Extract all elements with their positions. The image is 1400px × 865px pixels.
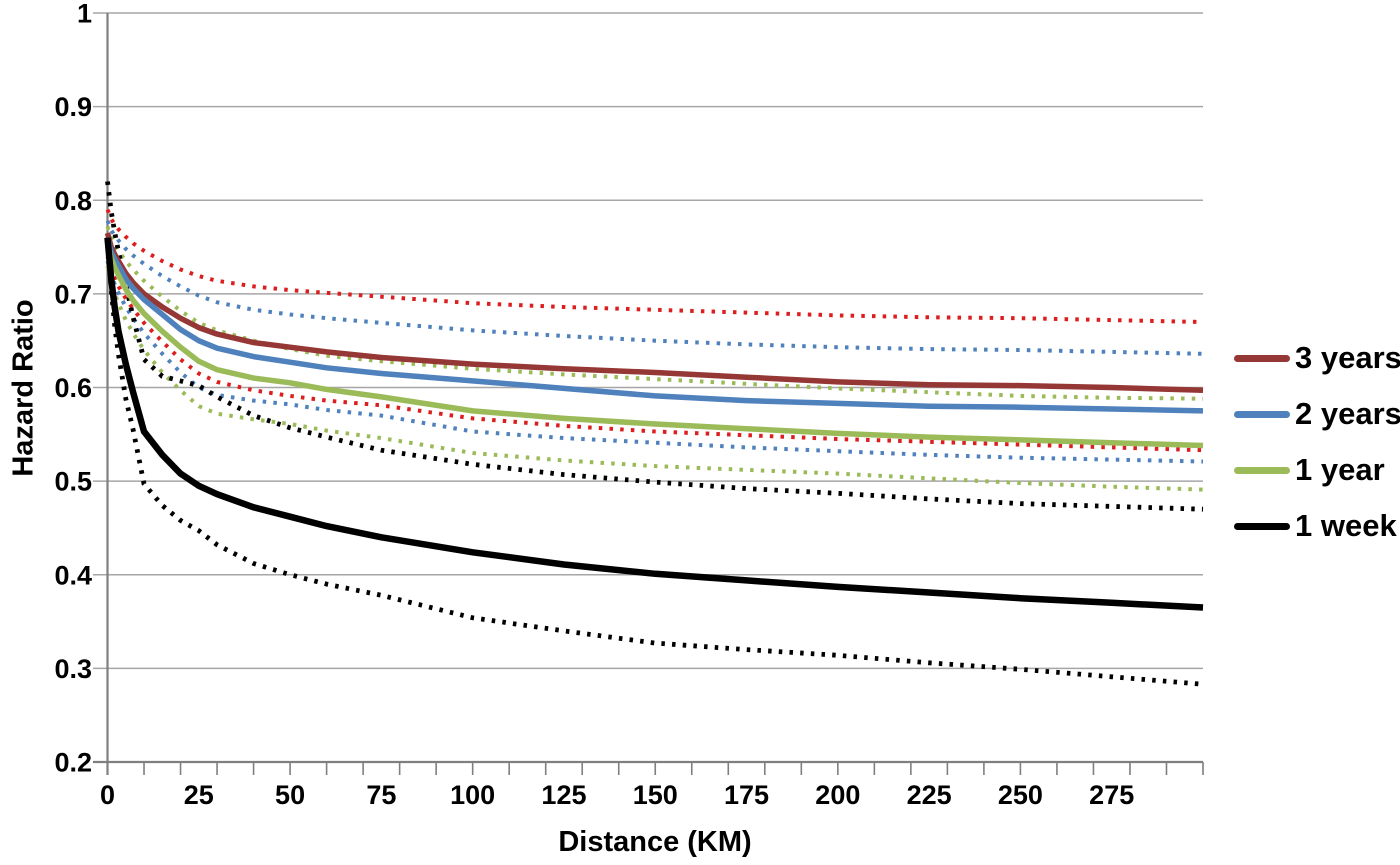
legend-label-1-week: 1 week bbox=[1295, 508, 1397, 543]
x-tick-label: 75 bbox=[366, 780, 396, 810]
ci-lower-3-years bbox=[105, 255, 1204, 453]
x-tick-label: 275 bbox=[1089, 780, 1134, 810]
y-tick-label: 0.6 bbox=[54, 373, 92, 403]
line-1-year bbox=[104, 241, 1204, 449]
legend-label-3-years: 3 years bbox=[1295, 340, 1400, 375]
y-tick-label: 0.5 bbox=[54, 467, 92, 497]
y-tick-label: 0.9 bbox=[54, 92, 92, 122]
legend-line-swatch-3-years bbox=[1234, 354, 1290, 362]
legend-line-swatch-1-week bbox=[1234, 522, 1290, 530]
line-1-week bbox=[104, 237, 1204, 611]
ci-lower-1-week bbox=[105, 237, 1204, 687]
x-tick-label: 50 bbox=[275, 780, 305, 810]
x-axis-title: Distance (KM) bbox=[558, 826, 752, 858]
x-tick-label: 100 bbox=[450, 780, 495, 810]
legend-line-swatch-2-years bbox=[1234, 410, 1290, 418]
ci-upper-3-years bbox=[105, 208, 1204, 324]
y-tick-label: 0.2 bbox=[54, 748, 92, 778]
legend-line-swatch-1-year bbox=[1234, 466, 1290, 474]
x-tick-label: 175 bbox=[724, 780, 769, 810]
x-tick-label: 200 bbox=[815, 780, 860, 810]
legend-item-2-years: 2 years bbox=[1234, 391, 1400, 437]
y-tick-label: 0.4 bbox=[54, 560, 92, 590]
y-axis-title: Hazard Ratio bbox=[7, 299, 40, 477]
x-tick-label: 125 bbox=[541, 780, 586, 810]
y-tick-label: 0.3 bbox=[54, 654, 92, 684]
x-tick-label: 250 bbox=[998, 780, 1043, 810]
x-tick-label: 0 bbox=[100, 780, 115, 810]
legend: 3 years 2 years 1 year 1 week bbox=[1234, 335, 1400, 549]
legend-item-3-years: 3 years bbox=[1234, 335, 1400, 381]
x-tick-label: 150 bbox=[633, 780, 678, 810]
legend-label-1-year: 1 year bbox=[1295, 452, 1385, 487]
legend-item-1-year: 1 year bbox=[1234, 447, 1400, 493]
legend-item-1-week: 1 week bbox=[1234, 503, 1400, 549]
ci-upper-2-years bbox=[105, 220, 1204, 356]
legend-label-2-years: 2 years bbox=[1295, 396, 1400, 431]
ci-upper-1-year bbox=[105, 225, 1204, 401]
ci-lower-1-year bbox=[105, 265, 1204, 492]
line-2-years bbox=[104, 236, 1204, 414]
x-tick-label: 225 bbox=[907, 780, 952, 810]
y-tick-label: 0.7 bbox=[54, 279, 92, 309]
y-tick-label: 0.8 bbox=[54, 186, 92, 216]
x-tick-label: 25 bbox=[184, 780, 214, 810]
y-tick-label: 1 bbox=[77, 0, 92, 29]
